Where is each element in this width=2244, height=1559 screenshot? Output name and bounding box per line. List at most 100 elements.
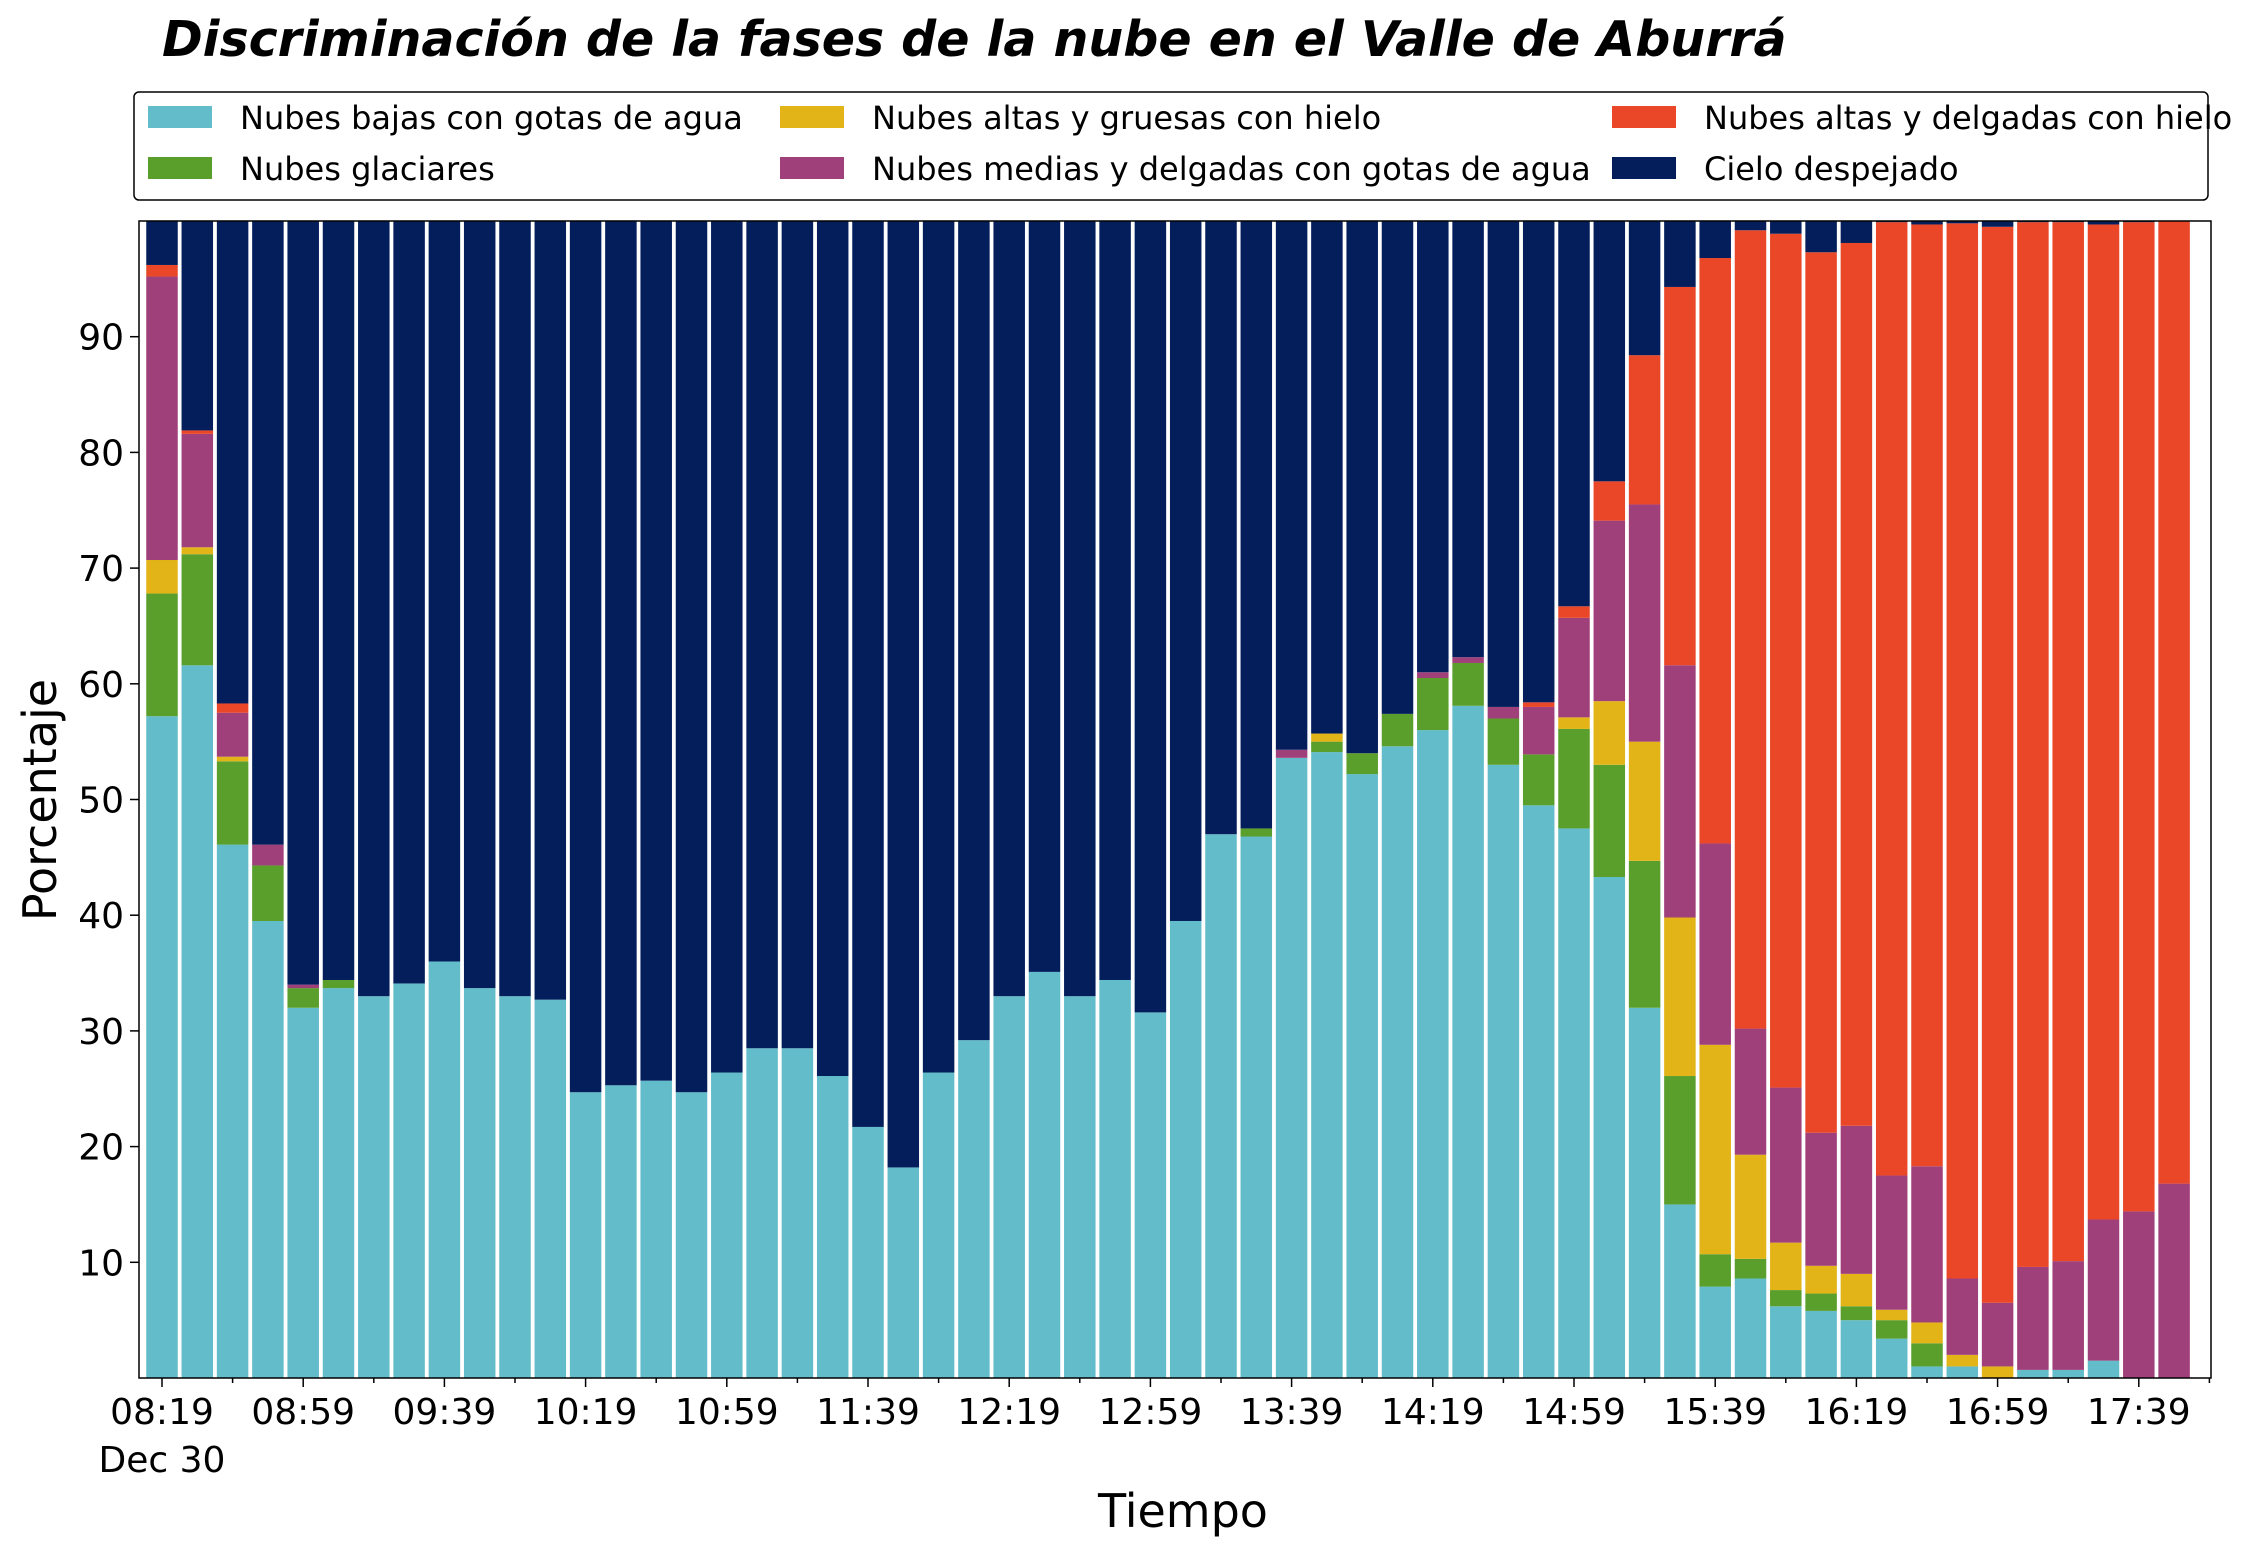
bar-segment-s0-6 <box>358 996 390 1378</box>
bar-segment-s5-23 <box>958 221 990 1041</box>
bars <box>146 221 2190 1378</box>
bar-segment-s5-6 <box>358 221 390 997</box>
bar-segment-s4-49 <box>1875 222 1908 1176</box>
x-axis-date-label: Dec 30 <box>99 1440 226 1481</box>
bar-segment-s4-45 <box>1734 230 1767 1029</box>
bar-segment-s1-2 <box>216 761 249 845</box>
bar-segment-s5-41 <box>1593 221 1626 482</box>
bar-segment-s0-41 <box>1593 877 1626 1378</box>
y-tick-label: 50 <box>78 781 124 822</box>
bar-segment-s0-47 <box>1805 1310 1837 1378</box>
bar-segment-s5-18 <box>781 221 814 1049</box>
bar-segment-s3-57 <box>2158 1183 2190 1378</box>
bar-segment-s2-44 <box>1699 1044 1731 1255</box>
y-tick-label: 90 <box>78 318 124 359</box>
bar-segment-s5-46 <box>1770 221 1802 234</box>
bar-segment-s0-49 <box>1875 1338 1908 1378</box>
bar-segment-s5-11 <box>534 221 567 1000</box>
bar-segment-s0-23 <box>958 1040 990 1378</box>
bar-segment-s1-45 <box>1734 1258 1767 1279</box>
bar-segment-s4-44 <box>1699 258 1731 844</box>
bar-segment-s5-19 <box>816 221 849 1077</box>
bar-segment-s5-42 <box>1628 221 1661 356</box>
bar-segment-s5-5 <box>322 221 355 980</box>
bar-segment-s5-35 <box>1381 221 1414 714</box>
bar-segment-s3-51 <box>1946 1278 1979 1355</box>
bar-segment-s0-45 <box>1734 1278 1767 1378</box>
bar-segment-s0-25 <box>1028 971 1061 1378</box>
bar-segment-s0-4 <box>287 1007 319 1378</box>
bar-segment-s5-37 <box>1452 221 1484 658</box>
bar-segment-s5-45 <box>1734 221 1767 231</box>
bar-segment-s1-46 <box>1770 1290 1802 1307</box>
bar-segment-s5-55 <box>2087 221 2120 225</box>
bar-segment-s5-44 <box>1699 221 1731 259</box>
y-tick-label: 70 <box>78 549 124 590</box>
bar-segment-s2-43 <box>1664 917 1696 1077</box>
bar-segment-s3-37 <box>1452 657 1484 663</box>
bar-segment-s5-52 <box>1981 221 2014 227</box>
bar-segment-s5-13 <box>605 221 637 1086</box>
bar-segment-s5-12 <box>569 221 602 1093</box>
bar-segment-s0-34 <box>1346 774 1378 1378</box>
legend-swatch <box>780 106 844 128</box>
x-tick-label: 08:59 <box>251 1392 355 1433</box>
bar-segment-s4-43 <box>1664 286 1696 666</box>
bar-segment-s5-17 <box>746 221 778 1049</box>
bar-segment-s2-48 <box>1840 1273 1873 1307</box>
x-axis-label: Tiempo <box>1097 1484 1268 1538</box>
bar-segment-s4-48 <box>1840 242 1873 1126</box>
x-tick-label: 12:59 <box>1099 1392 1203 1433</box>
legend-label: Nubes altas y gruesas con hielo <box>872 99 1381 137</box>
bar-segment-s4-53 <box>2017 222 2049 1267</box>
bar-segment-s0-36 <box>1417 730 1449 1378</box>
bar-segment-s0-13 <box>605 1085 637 1378</box>
bar-segment-s3-52 <box>1981 1302 2014 1367</box>
bar-segment-s2-49 <box>1875 1309 1908 1321</box>
legend-label: Nubes medias y delgadas con gotas de agu… <box>872 150 1591 188</box>
bar-segment-s4-41 <box>1593 481 1626 521</box>
bar-segment-s0-53 <box>2017 1369 2049 1378</box>
x-tick-label: 17:39 <box>2087 1392 2191 1433</box>
bar-segment-s0-39 <box>1522 805 1555 1378</box>
bar-segment-s3-39 <box>1522 706 1555 755</box>
bar-segment-s2-52 <box>1981 1366 2014 1378</box>
bar-segment-s0-40 <box>1558 828 1590 1378</box>
bar-segment-s0-30 <box>1205 834 1237 1378</box>
bar-segment-s2-1 <box>181 547 214 555</box>
bar-segment-s0-8 <box>428 961 461 1378</box>
bar-segment-s3-32 <box>1275 749 1308 758</box>
bar-segment-s1-31 <box>1240 828 1273 837</box>
bar-segment-s1-47 <box>1805 1293 1837 1311</box>
bar-segment-s0-50 <box>1911 1366 1943 1378</box>
y-tick-label: 60 <box>78 665 124 706</box>
bar-segment-s3-3 <box>252 844 284 866</box>
bar-segment-s3-44 <box>1699 843 1731 1045</box>
x-tick-label: 15:39 <box>1663 1392 1767 1433</box>
x-tick-label: 08:19 <box>110 1392 214 1433</box>
bar-segment-s0-2 <box>216 844 249 1378</box>
bar-segment-s1-5 <box>322 979 355 989</box>
bar-segment-s3-1 <box>181 433 214 548</box>
bar-segment-s0-10 <box>499 996 531 1378</box>
bar-segment-s5-43 <box>1664 221 1696 287</box>
legend-swatch <box>1612 157 1676 179</box>
bar-segment-s3-46 <box>1770 1087 1802 1243</box>
bar-segment-s4-54 <box>2052 222 2084 1262</box>
bar-segment-s4-42 <box>1628 355 1661 505</box>
bar-segment-s3-48 <box>1840 1125 1873 1274</box>
bar-segment-s3-42 <box>1628 504 1661 742</box>
bar-segment-s0-35 <box>1381 746 1414 1378</box>
bar-segment-s0-9 <box>463 988 496 1378</box>
legend-swatch <box>780 157 844 179</box>
bar-segment-s4-40 <box>1558 606 1590 618</box>
y-axis-label: Porcentaje <box>13 679 67 921</box>
bar-segment-s5-27 <box>1099 221 1131 980</box>
y-tick-label: 20 <box>78 1128 124 1169</box>
bar-segment-s5-16 <box>711 221 743 1073</box>
legend-swatch <box>148 106 212 128</box>
bar-segment-s4-51 <box>1946 223 1979 1279</box>
bar-segment-s5-39 <box>1522 221 1555 703</box>
bar-segment-s4-56 <box>2123 222 2155 1212</box>
bar-segment-s5-24 <box>993 221 1025 997</box>
